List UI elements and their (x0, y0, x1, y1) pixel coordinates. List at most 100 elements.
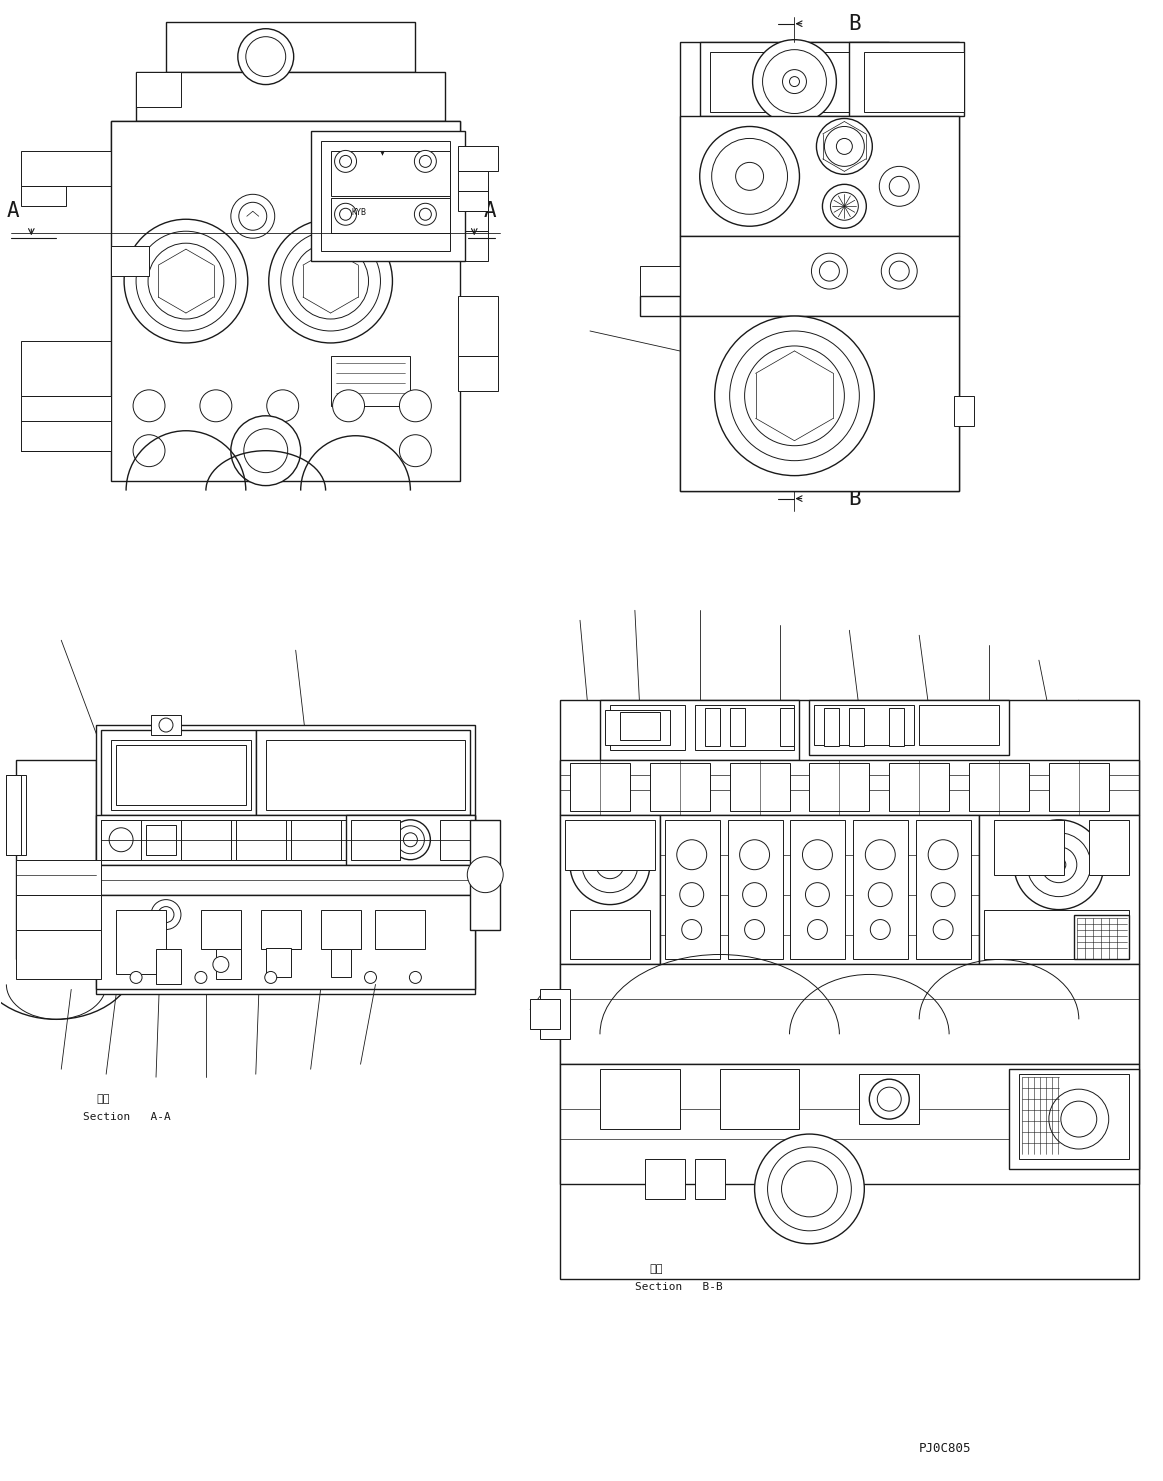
Bar (720, 1069, 799, 1129)
Circle shape (807, 920, 827, 939)
Circle shape (414, 151, 436, 172)
Bar (112, 121, 461, 481)
Circle shape (159, 718, 173, 732)
Circle shape (280, 231, 380, 330)
Bar (470, 820, 500, 930)
Circle shape (340, 156, 351, 167)
Circle shape (195, 972, 207, 983)
Bar (694, 705, 794, 749)
Circle shape (816, 118, 872, 175)
Bar (266, 740, 465, 810)
Text: A: A (484, 201, 497, 221)
Bar (620, 712, 659, 740)
Circle shape (679, 883, 704, 906)
Bar (201, 909, 241, 949)
Bar (705, 708, 720, 746)
Bar (679, 235, 959, 315)
Bar (458, 212, 488, 231)
Circle shape (130, 972, 142, 983)
Bar (16, 760, 97, 960)
Bar (984, 909, 1128, 960)
Bar (256, 730, 470, 815)
Bar (791, 820, 846, 960)
Bar (291, 820, 341, 859)
Circle shape (890, 176, 909, 197)
Bar (561, 701, 1139, 1278)
Circle shape (333, 390, 364, 422)
Text: 断面: 断面 (97, 1094, 109, 1105)
Bar (1073, 915, 1128, 960)
Circle shape (677, 840, 707, 869)
Circle shape (230, 194, 274, 238)
Bar (570, 763, 630, 810)
Bar (561, 964, 1139, 1065)
Bar (166, 22, 415, 71)
Bar (136, 71, 445, 121)
Bar (261, 909, 301, 949)
Circle shape (136, 231, 236, 330)
Circle shape (420, 209, 431, 221)
Circle shape (890, 261, 909, 281)
Bar (979, 815, 1139, 964)
Bar (729, 763, 790, 810)
Bar (561, 760, 1139, 815)
Bar (650, 763, 709, 810)
Text: PJ0C805: PJ0C805 (919, 1442, 972, 1454)
Bar (854, 820, 908, 960)
Bar (116, 745, 245, 804)
Circle shape (158, 906, 174, 923)
Bar (330, 949, 350, 977)
Bar (644, 1160, 685, 1200)
Circle shape (335, 151, 357, 172)
Circle shape (409, 972, 421, 983)
Bar (21, 187, 66, 206)
Bar (659, 815, 979, 964)
Bar (136, 71, 181, 107)
Bar (216, 949, 241, 979)
Bar (16, 859, 101, 895)
Text: KYB: KYB (351, 207, 366, 216)
Circle shape (928, 840, 958, 869)
Circle shape (340, 209, 351, 221)
Bar (709, 52, 879, 111)
Bar (561, 1065, 1139, 1183)
Bar (6, 775, 27, 855)
Bar (97, 865, 476, 895)
Bar (350, 820, 400, 859)
Circle shape (244, 428, 287, 472)
Circle shape (806, 883, 829, 906)
Bar (849, 708, 864, 746)
Bar (116, 909, 166, 974)
Bar (1009, 1069, 1139, 1169)
Circle shape (755, 1134, 864, 1244)
Bar (700, 41, 890, 117)
Bar (1089, 820, 1128, 875)
Circle shape (877, 1087, 901, 1111)
Bar (849, 41, 964, 117)
Circle shape (830, 193, 858, 221)
Circle shape (744, 347, 844, 446)
Bar (181, 820, 230, 859)
Circle shape (391, 820, 430, 859)
Circle shape (238, 203, 266, 230)
Bar (458, 147, 498, 172)
Bar (330, 151, 450, 197)
Circle shape (768, 1146, 851, 1231)
Bar (729, 708, 744, 746)
Bar (236, 820, 286, 859)
Circle shape (700, 126, 799, 227)
Bar (969, 763, 1029, 810)
Bar (825, 708, 840, 746)
Circle shape (763, 50, 827, 114)
Bar (679, 315, 959, 490)
Circle shape (812, 253, 848, 289)
Circle shape (822, 184, 866, 228)
Bar (600, 1069, 679, 1129)
Circle shape (825, 126, 864, 166)
Bar (609, 705, 685, 749)
Bar (345, 815, 476, 865)
Bar (864, 52, 964, 111)
Text: A: A (7, 201, 20, 221)
Bar (458, 231, 488, 261)
Bar (458, 191, 488, 212)
